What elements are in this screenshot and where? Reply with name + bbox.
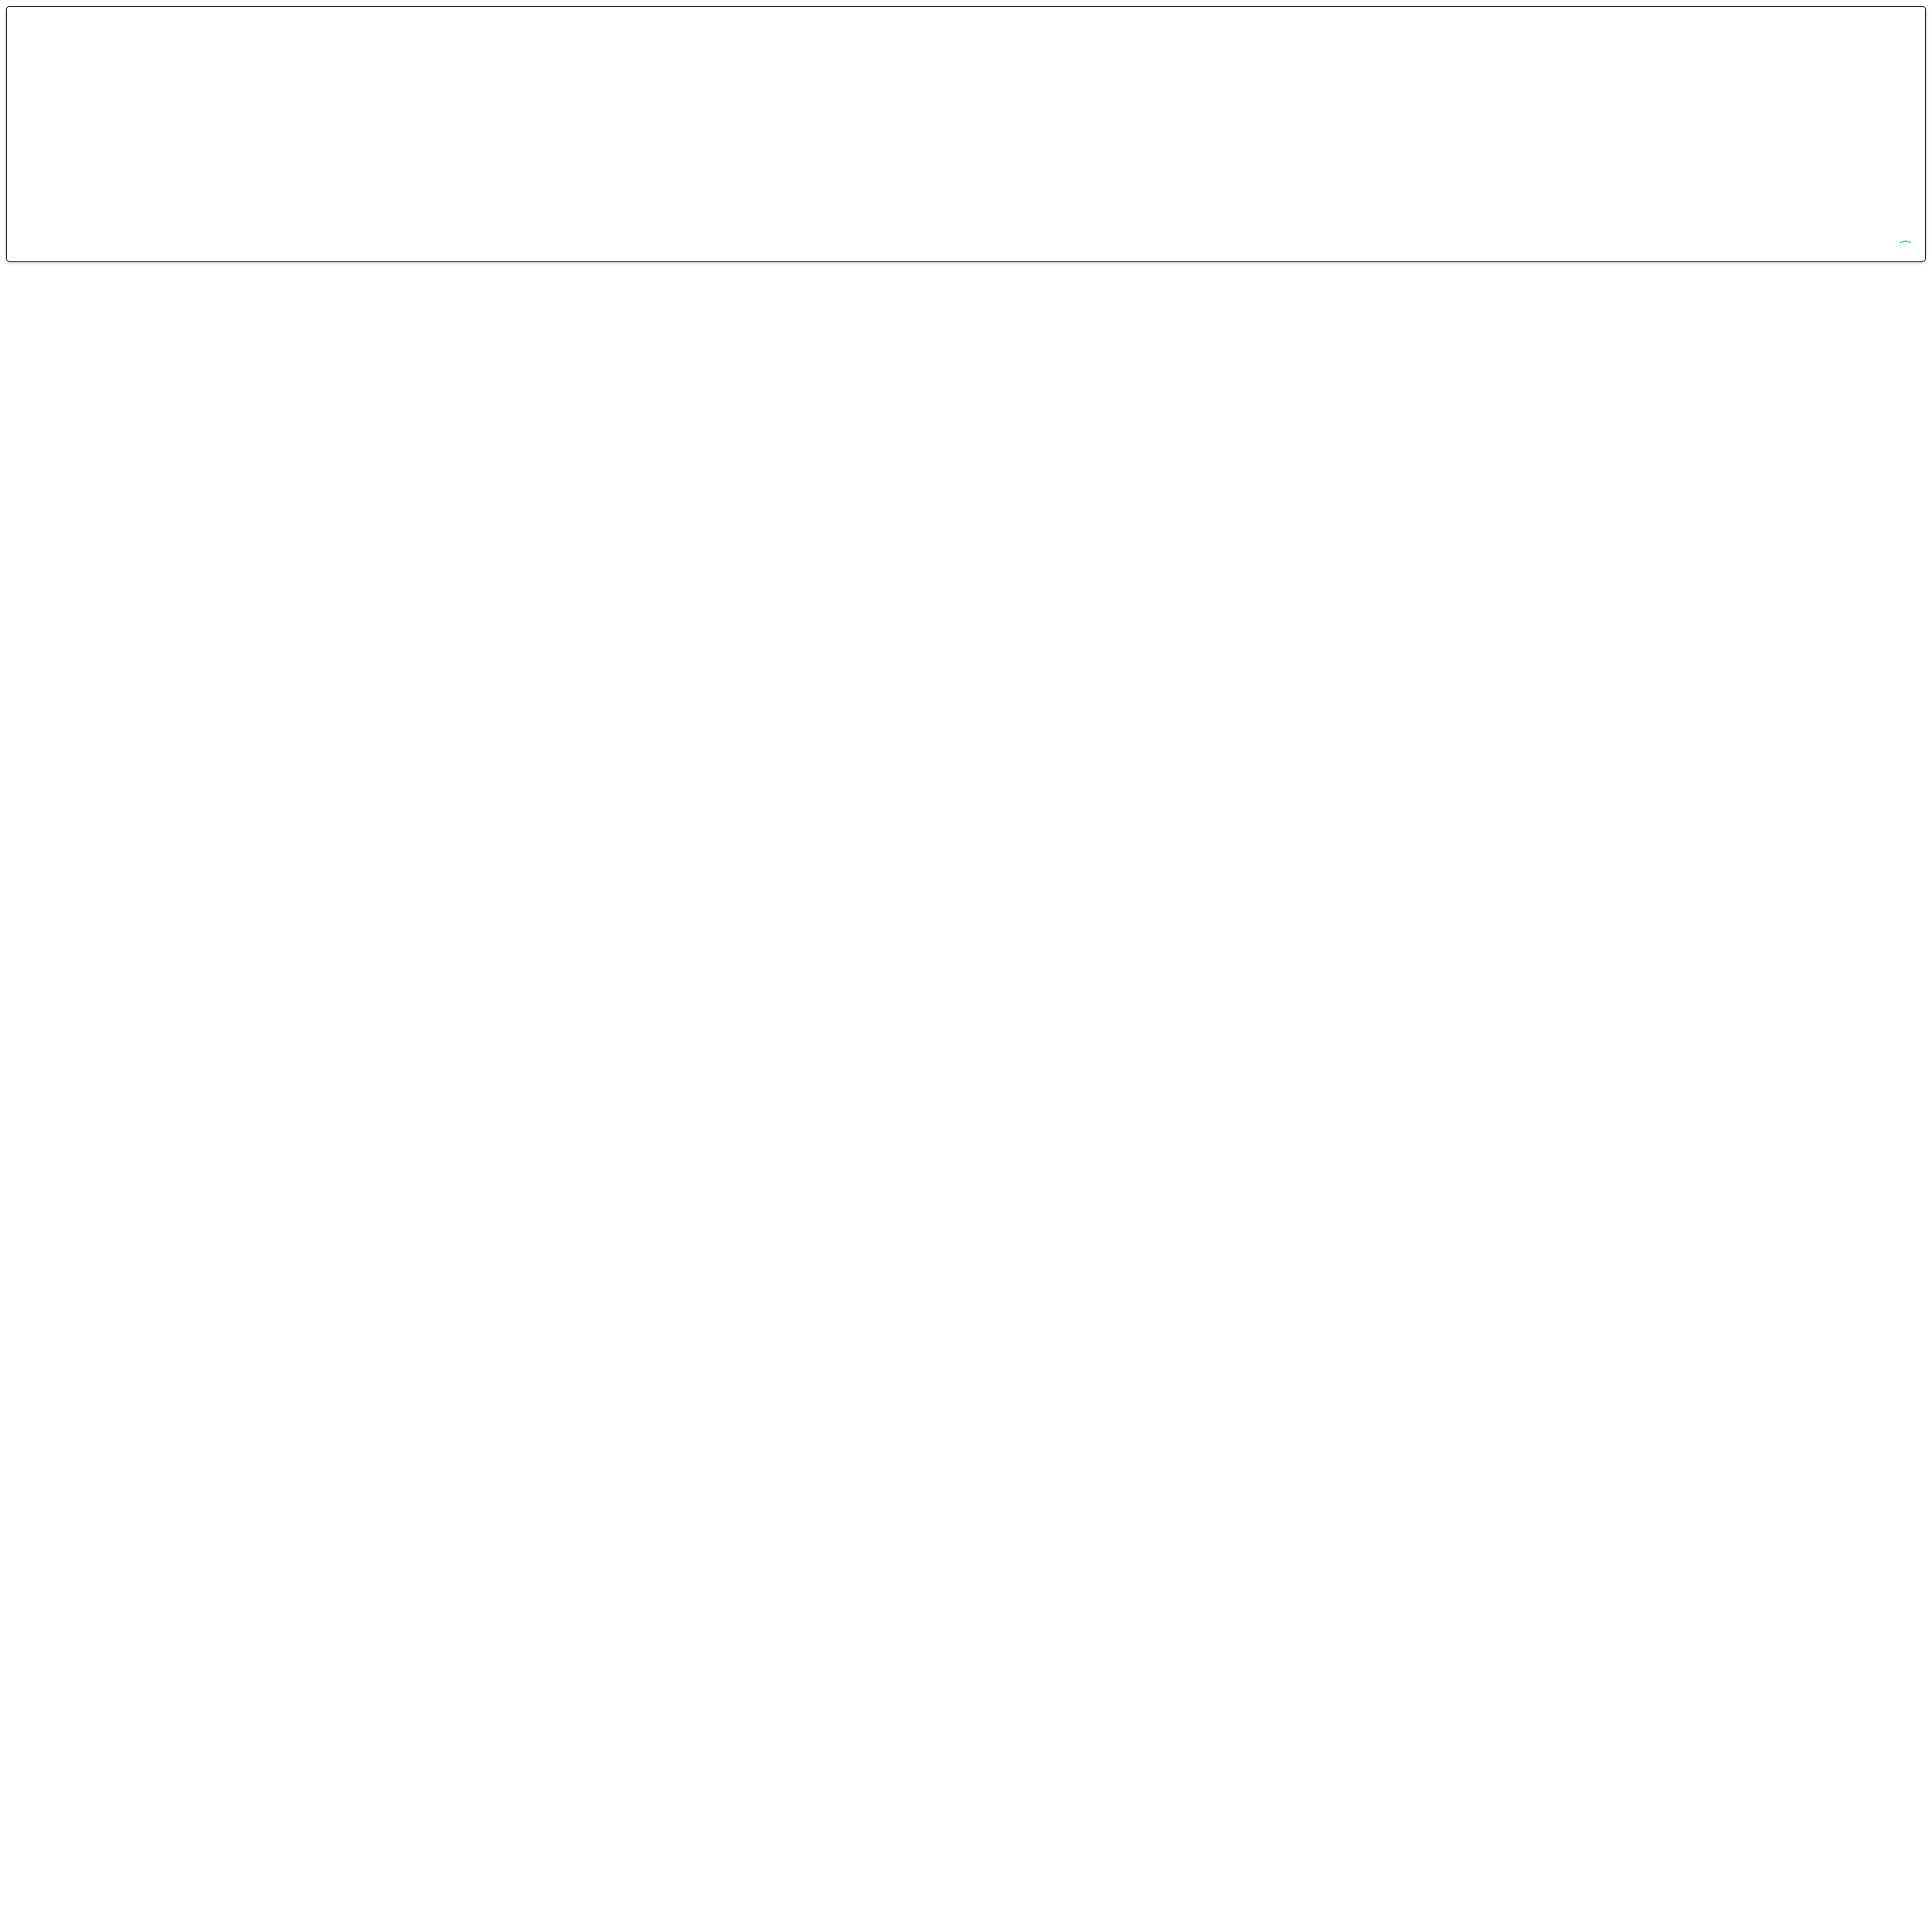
chronic-chart bbox=[974, 22, 1914, 122]
obesity-xticks bbox=[40, 114, 954, 122]
diabetes-plot bbox=[40, 138, 954, 222]
obesity-yticks bbox=[18, 22, 36, 122]
logo-accent-icon: ⁀ bbox=[1901, 242, 1910, 254]
obesity-chart bbox=[18, 22, 958, 122]
diabetes-svg bbox=[40, 138, 954, 222]
dashboard-frame: ⁀ bbox=[6, 6, 1926, 262]
panel-chronic bbox=[974, 18, 1914, 122]
diabetes-chart bbox=[18, 138, 958, 231]
ultra-chart bbox=[974, 138, 1914, 231]
obesity-svg bbox=[40, 22, 954, 113]
obesity-plot bbox=[40, 22, 954, 113]
panel-diabetes bbox=[18, 134, 958, 231]
chronic-gridlines bbox=[1005, 22, 1910, 113]
chronic-yticks bbox=[974, 22, 1002, 122]
footer: ⁀ bbox=[18, 241, 1914, 255]
panel-obesity bbox=[18, 18, 958, 122]
diabetes-yticks bbox=[18, 138, 36, 231]
ultra-categories bbox=[981, 141, 1021, 229]
panel-ultra bbox=[974, 134, 1914, 231]
trilliant-logo: ⁀ bbox=[1901, 241, 1914, 255]
chart-grid bbox=[18, 18, 1914, 231]
ultra-bars bbox=[1023, 141, 1891, 229]
diabetes-xticks bbox=[40, 223, 954, 231]
chronic-xticks bbox=[1005, 114, 1910, 122]
